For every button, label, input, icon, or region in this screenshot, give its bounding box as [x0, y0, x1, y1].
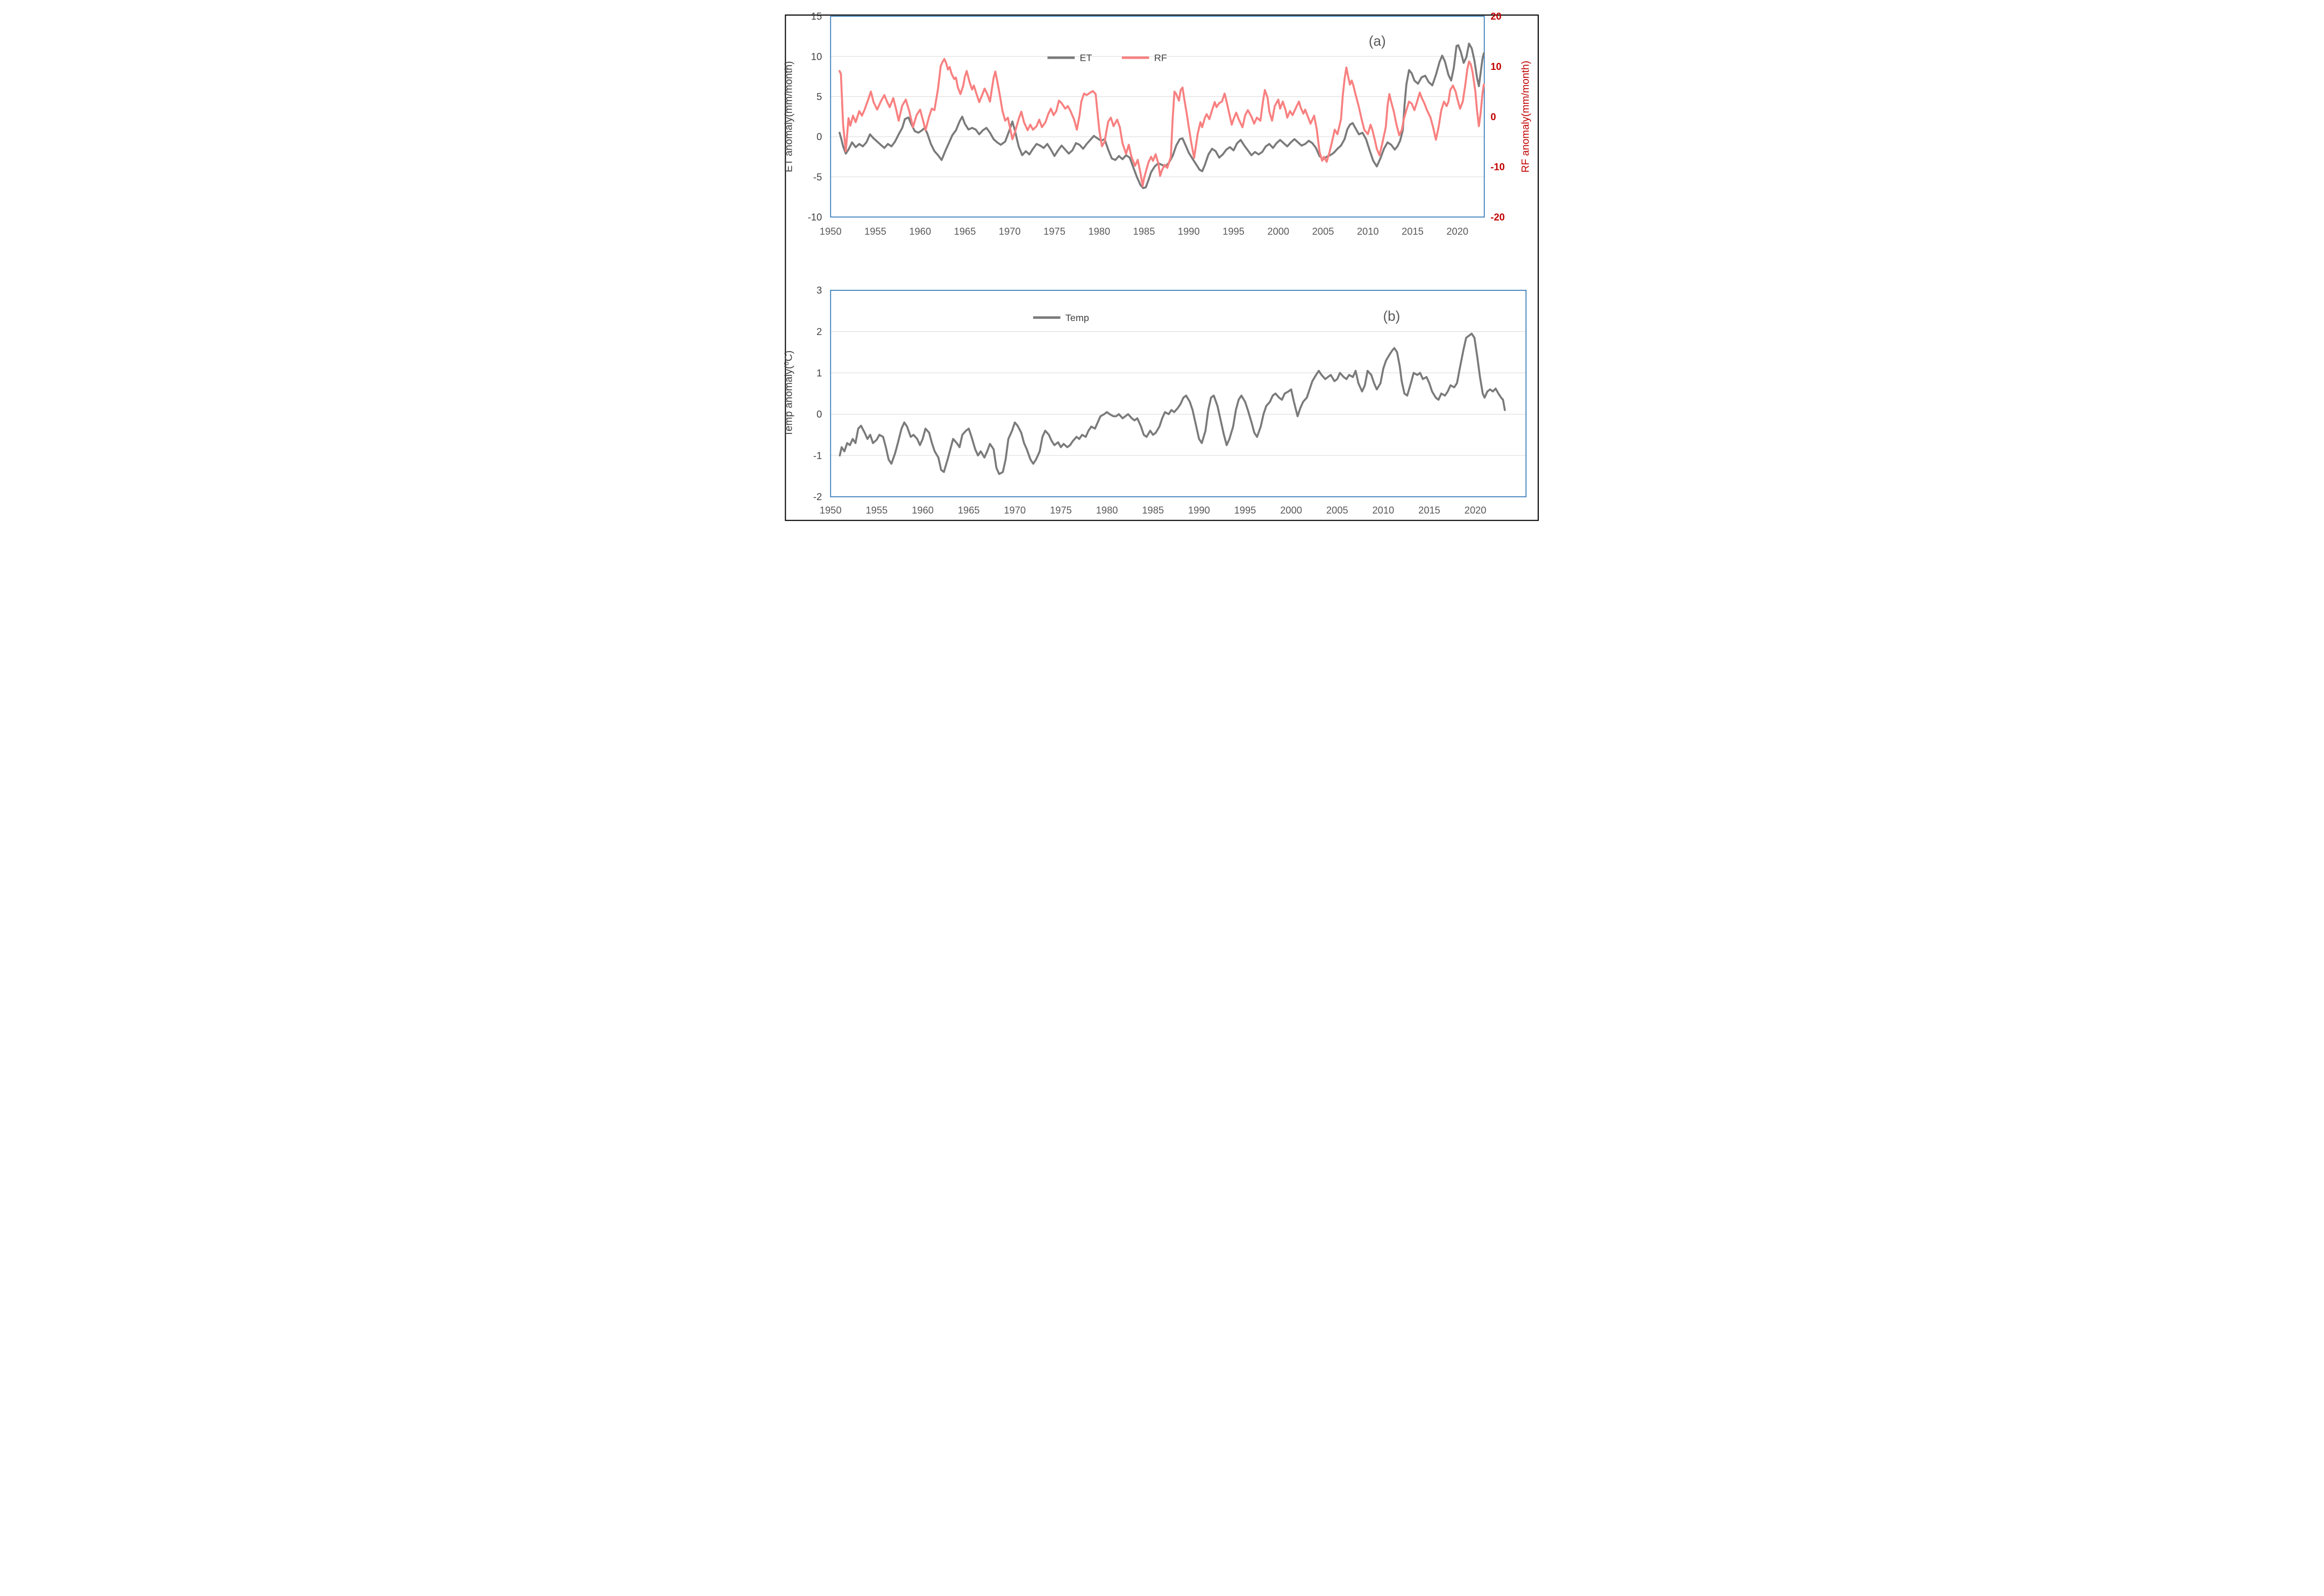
y-left-tick-label: 15	[811, 11, 821, 22]
x-tick-label: 1990	[1188, 504, 1210, 516]
panel-b-plot-border	[829, 290, 1526, 497]
y-left-tick-label: 3	[816, 284, 822, 296]
x-tick-label: 1980	[1088, 226, 1110, 237]
series-line-temp	[838, 332, 1506, 475]
x-tick-label: 1995	[1234, 504, 1256, 516]
panel-b-left-axis-title: Temp anomaly(⁰C)	[783, 351, 794, 437]
figure: 15 10 5 0 -5 -10 20 10 0 -10 -20 1950 1955 1960 1965…	[774, 0, 1550, 532]
series-line-rf	[838, 58, 1485, 187]
x-tick-label: 1975	[1043, 226, 1065, 237]
panel-b: 3 2 1 0 -1 -2 1950 1955 1960 1965 1970 1975 1980 198…	[783, 284, 1526, 516]
panel-a-legend: ET RF	[1047, 53, 1167, 63]
x-tick-label: 1965	[954, 226, 976, 237]
x-tick-label: 1970	[1004, 504, 1026, 516]
y-left-tick-label: -10	[807, 211, 821, 223]
x-tick-label: 1970	[998, 226, 1020, 237]
x-tick-label: 2010	[1356, 226, 1378, 237]
legend-et-label: ET	[1079, 53, 1092, 63]
x-tick-label: 1950	[819, 504, 841, 516]
panel-a-x-axis-ticks: 1950 1955 1960 1965 1970 1975 1980 1985 1990 1995…	[819, 226, 1468, 237]
panel-b-gridlines	[830, 331, 1526, 456]
panel-a-series	[838, 42, 1485, 189]
panel-a-right-axis-ticks: 20 10 0 -10 -20	[1490, 11, 1504, 223]
legend-rf-label: RF	[1154, 53, 1167, 63]
x-tick-label: 1985	[1133, 226, 1155, 237]
y-right-tick-label: 0	[1490, 111, 1496, 122]
y-left-tick-label: -5	[813, 171, 822, 182]
x-tick-label: 1955	[864, 226, 886, 237]
x-tick-label: 1995	[1223, 226, 1245, 237]
panel-a-plot-border	[829, 16, 1485, 218]
y-left-tick-label: 1	[816, 367, 822, 379]
y-right-tick-label: 10	[1490, 61, 1501, 72]
y-right-tick-label: -20	[1490, 211, 1504, 223]
panel-a-right-axis-title: RF anomaly(mm/month)	[1520, 61, 1531, 173]
panel-b-legend: Temp	[1033, 312, 1089, 323]
x-tick-label: 2020	[1446, 226, 1468, 237]
x-tick-label: 2010	[1372, 504, 1394, 516]
panel-a-left-axis-ticks: 15 10 5 0 -5 -10	[807, 11, 821, 223]
x-tick-label: 2005	[1326, 504, 1348, 516]
y-right-tick-label: 20	[1490, 11, 1501, 22]
legend-temp-label: Temp	[1065, 312, 1089, 323]
series-line-et	[838, 42, 1485, 189]
x-tick-label: 2015	[1418, 504, 1440, 516]
y-left-tick-label: 10	[811, 51, 821, 62]
y-left-tick-label: 0	[816, 131, 822, 142]
y-left-tick-label: -2	[813, 491, 822, 502]
panel-a-gridlines	[830, 56, 1484, 177]
y-left-tick-label: -1	[813, 450, 822, 461]
panel-b-left-axis-ticks: 3 2 1 0 -1 -2	[813, 284, 822, 502]
x-tick-label: 1965	[957, 504, 979, 516]
x-tick-label: 1950	[819, 226, 841, 237]
x-tick-label: 2005	[1312, 226, 1334, 237]
y-left-tick-label: 0	[816, 409, 822, 420]
x-tick-label: 1955	[865, 504, 887, 516]
panel-a-label: (a)	[1368, 33, 1385, 49]
x-tick-label: 2000	[1267, 226, 1289, 237]
y-left-tick-label: 5	[816, 91, 822, 102]
x-tick-label: 2020	[1464, 504, 1486, 516]
y-left-tick-label: 2	[816, 326, 822, 337]
panel-b-label: (b)	[1383, 308, 1400, 324]
x-tick-label: 2000	[1280, 504, 1302, 516]
x-tick-label: 1975	[1050, 504, 1072, 516]
x-tick-label: 1960	[909, 226, 931, 237]
y-right-tick-label: -10	[1490, 161, 1504, 173]
panel-b-x-axis-ticks: 1950 1955 1960 1965 1970 1975 1980 1985 1990 1995…	[819, 504, 1486, 516]
panel-b-series	[838, 332, 1506, 475]
x-tick-label: 1985	[1142, 504, 1164, 516]
x-tick-label: 1990	[1177, 226, 1199, 237]
x-tick-label: 1980	[1096, 504, 1118, 516]
x-tick-label: 1960	[912, 504, 934, 516]
panel-a-left-axis-title: ET anomaly(mm/month)	[783, 61, 794, 173]
x-tick-label: 2015	[1402, 226, 1424, 237]
